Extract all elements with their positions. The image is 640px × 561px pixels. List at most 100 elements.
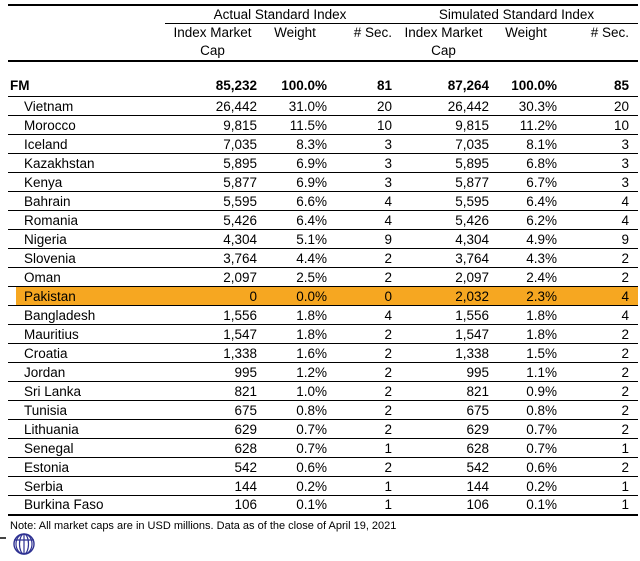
value-cell: 87,264 — [395, 75, 492, 97]
value-cell: 100.0% — [260, 75, 330, 97]
value-cell: 85 — [560, 75, 639, 97]
country-cell: Sri Lanka — [8, 381, 165, 401]
country-cell: Bahrain — [8, 191, 165, 211]
country-header-cell — [8, 23, 165, 62]
value-cell: 2.3% — [492, 286, 560, 306]
value-cell: 5,895 — [395, 153, 492, 173]
value-cell: 1 — [330, 476, 395, 496]
value-cell: 1 — [330, 438, 395, 458]
value-cell: 2 — [560, 248, 639, 268]
value-cell: 10 — [330, 115, 395, 135]
country-cell: Burkina Faso — [8, 495, 165, 516]
group-header-simulated: Simulated Standard Index — [395, 5, 639, 24]
value-cell: 3 — [330, 153, 395, 173]
country-cell: Kenya — [8, 172, 165, 192]
table-row: Serbia 144 0.2% 1 144 0.2% 1 — [8, 476, 639, 496]
value-cell: 2.5% — [260, 267, 330, 287]
value-cell: 1 — [330, 495, 395, 516]
value-cell: 6.7% — [492, 172, 560, 192]
value-cell: 85,232 — [165, 75, 260, 97]
col-header-actual-weight: Weight — [260, 23, 330, 62]
table-row: Sri Lanka 821 1.0% 2 821 0.9% 2 — [8, 381, 639, 401]
value-cell: 11.2% — [492, 115, 560, 135]
value-cell: 821 — [165, 381, 260, 401]
value-cell: 9 — [330, 229, 395, 249]
value-cell: 4 — [330, 210, 395, 230]
table-row: Lithuania 629 0.7% 2 629 0.7% 2 — [8, 419, 639, 439]
group-header-row: Actual Standard Index Simulated Standard… — [8, 5, 639, 24]
col-header-sim-weight: Weight — [492, 23, 560, 62]
value-cell: 5,877 — [395, 172, 492, 192]
value-cell: 0.8% — [260, 400, 330, 420]
value-cell: 5,895 — [165, 153, 260, 173]
table-row: Slovenia 3,764 4.4% 2 3,764 4.3% 2 — [8, 248, 639, 268]
value-cell: 2 — [560, 419, 639, 439]
value-cell: 0.2% — [260, 476, 330, 496]
value-cell: 5,426 — [165, 210, 260, 230]
value-cell: 3 — [330, 172, 395, 192]
value-cell: 2 — [330, 362, 395, 382]
country-cell: Iceland — [8, 134, 165, 154]
value-cell: 2 — [560, 362, 639, 382]
value-cell: 821 — [395, 381, 492, 401]
value-cell: 2,032 — [395, 286, 492, 306]
value-cell: 1.8% — [492, 305, 560, 325]
value-cell: 3 — [560, 153, 639, 173]
value-cell: 20 — [560, 96, 639, 116]
country-cell: Pakistan — [8, 286, 165, 306]
value-cell: 4.3% — [492, 248, 560, 268]
value-cell: 2,097 — [395, 267, 492, 287]
table-row: Bangladesh 1,556 1.8% 4 1,556 1.8% 4 — [8, 305, 639, 325]
value-cell: 6.9% — [260, 172, 330, 192]
value-cell: 4 — [330, 305, 395, 325]
value-cell: 0.8% — [492, 400, 560, 420]
table-row: Pakistan 0 0.0% 0 2,032 2.3% 4 — [8, 286, 639, 306]
table-row: Tunisia 675 0.8% 2 675 0.8% 2 — [8, 400, 639, 420]
value-cell: 11.5% — [260, 115, 330, 135]
value-cell: 2 — [330, 324, 395, 344]
value-cell: 0.7% — [260, 438, 330, 458]
value-cell: 4.4% — [260, 248, 330, 268]
country-cell: Bangladesh — [8, 305, 165, 325]
value-cell: 4 — [330, 191, 395, 211]
value-cell: 1,338 — [395, 343, 492, 363]
table-row: Nigeria 4,304 5.1% 9 4,304 4.9% 9 — [8, 229, 639, 249]
table-row: Kazakhstan 5,895 6.9% 3 5,895 6.8% 3 — [8, 153, 639, 173]
value-cell: 675 — [165, 400, 260, 420]
value-cell: 8.1% — [492, 134, 560, 154]
value-cell: 6.2% — [492, 210, 560, 230]
country-cell: Slovenia — [8, 248, 165, 268]
country-cell: Oman — [8, 267, 165, 287]
table-header: Actual Standard Index Simulated Standard… — [8, 5, 639, 62]
value-cell: 144 — [165, 476, 260, 496]
group-header-actual: Actual Standard Index — [165, 5, 395, 24]
value-cell: 3 — [560, 134, 639, 154]
value-cell: 0.9% — [492, 381, 560, 401]
footnote: Note: All market caps are in USD million… — [10, 520, 397, 532]
country-cell: Romania — [8, 210, 165, 230]
country-cell: FM — [8, 75, 165, 97]
value-cell: 8.3% — [260, 134, 330, 154]
value-cell: 2.4% — [492, 267, 560, 287]
country-cell: Morocco — [8, 115, 165, 135]
value-cell: 2 — [330, 381, 395, 401]
table-row: Romania 5,426 6.4% 4 5,426 6.2% 4 — [8, 210, 639, 230]
value-cell: 106 — [395, 495, 492, 516]
country-cell: Mauritius — [8, 324, 165, 344]
table-row: Croatia 1,338 1.6% 2 1,338 1.5% 2 — [8, 343, 639, 363]
value-cell: 2 — [560, 324, 639, 344]
value-cell: 2 — [330, 267, 395, 287]
value-cell: 2 — [560, 457, 639, 477]
value-cell: 144 — [395, 476, 492, 496]
value-cell: 1.8% — [260, 305, 330, 325]
table-row: Morocco 9,815 11.5% 10 9,815 11.2% 10 — [8, 115, 639, 135]
value-cell: 2 — [330, 343, 395, 363]
value-cell: 10 — [560, 115, 639, 135]
value-cell: 7,035 — [395, 134, 492, 154]
value-cell: 0.2% — [492, 476, 560, 496]
value-cell: 0.7% — [492, 419, 560, 439]
value-cell: 1,338 — [165, 343, 260, 363]
value-cell: 1,547 — [395, 324, 492, 344]
table-row: Bahrain 5,595 6.6% 4 5,595 6.4% 4 — [8, 191, 639, 211]
value-cell: 3,764 — [165, 248, 260, 268]
